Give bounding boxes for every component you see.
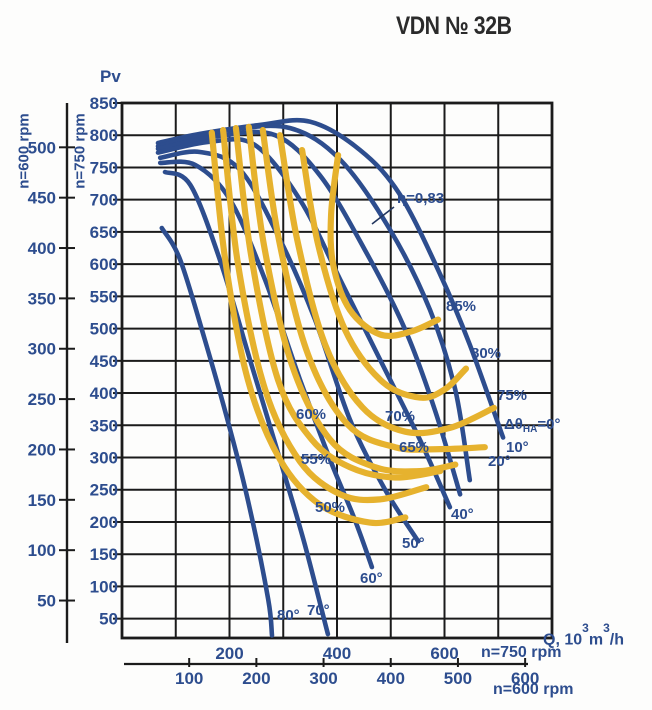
q-unit-sup: 3 xyxy=(603,621,610,635)
q-unit-part: m xyxy=(588,631,604,649)
efficiency-curve-70% xyxy=(259,127,488,453)
q750-tick-label: 200 xyxy=(215,644,243,663)
curve-label-10°: 10° xyxy=(506,439,529,456)
curve-label-40°: 40° xyxy=(451,506,474,523)
plot-border xyxy=(120,101,554,640)
efficiency-curve-65% xyxy=(245,123,459,475)
curve-label-20°: 20° xyxy=(488,453,511,470)
efficiency-curve-60% xyxy=(232,125,444,481)
page-title: VDN № 32B xyxy=(396,12,512,40)
pv750-tick-label: 550 xyxy=(90,287,118,306)
pv600-tick-label: 100 xyxy=(28,541,56,560)
efficiency-label-75%: 75% xyxy=(497,387,527,404)
pressure-curve-80° xyxy=(159,225,275,638)
efficiency-label-85%: 85% xyxy=(446,298,476,315)
q600-tick-label: 500 xyxy=(444,669,472,688)
pv750-tick-label: 450 xyxy=(90,352,118,371)
efficiency-curve-50% xyxy=(208,129,409,527)
x-axis-scale-name-n750: n=750 rpm xyxy=(481,644,562,661)
pv750-tick-label: 650 xyxy=(90,223,118,242)
efficiency-label-60%: 60% xyxy=(296,406,326,423)
curve-label-80°: 80° xyxy=(277,607,300,624)
pv600-tick-label: 250 xyxy=(28,390,56,409)
curve-label-50°: 50° xyxy=(402,535,425,552)
pv750-tick-label: 50 xyxy=(99,610,118,629)
efficiency-label-65%: 65% xyxy=(399,439,429,456)
pv750-tick-label: 750 xyxy=(90,158,118,177)
pv750-tick-label: 800 xyxy=(90,126,118,145)
curve-label-0deg: ΔθHA=0° xyxy=(504,416,560,435)
pressure-curve-70° xyxy=(162,169,331,637)
pv600-tick-label: 450 xyxy=(28,189,56,208)
efficiency-label-80%: 80% xyxy=(471,345,501,362)
q600-tick-label: 100 xyxy=(175,669,203,688)
q600-tick-label: 600 xyxy=(511,669,539,688)
pv600-tick-label: 150 xyxy=(28,491,56,510)
best-efficiency-pointer xyxy=(371,206,395,225)
efficiency-label-55%: 55% xyxy=(301,451,331,468)
q-unit-sup: 3 xyxy=(582,621,589,635)
x-axis-unit-label: Q, 103m3/h xyxy=(543,621,624,649)
curve-label-70°: 70° xyxy=(307,602,330,619)
pv750-tick-label: 100 xyxy=(90,577,118,596)
q750-tick-label: 400 xyxy=(323,644,351,663)
q600-tick-label: 200 xyxy=(242,669,270,688)
efficiency-label-50%: 50% xyxy=(315,499,345,516)
pv750-tick-label: 350 xyxy=(90,416,118,435)
pv750-tick-label: 850 xyxy=(90,94,118,113)
pv750-tick-label: 700 xyxy=(90,191,118,210)
pv750-tick-label: 250 xyxy=(90,481,118,500)
pv750-tick-label: 400 xyxy=(90,384,118,403)
pv750-tick-label: 600 xyxy=(90,255,118,274)
pv750-tick-label: 150 xyxy=(90,545,118,564)
pv600-tick-label: 500 xyxy=(28,138,56,157)
pv750-tick-label: 500 xyxy=(90,320,118,339)
efficiency-curve-80% xyxy=(299,147,470,401)
efficiency-curve-85% xyxy=(327,152,442,340)
pressure-curve-10° xyxy=(155,123,473,483)
pv600-tick-label: 350 xyxy=(28,289,56,308)
efficiency-curve-75% xyxy=(276,132,497,437)
pv600-tick-label: 300 xyxy=(28,340,56,359)
efficiency-curve-55% xyxy=(220,127,430,504)
pv750-tick-label: 200 xyxy=(90,513,118,532)
q-unit-part: /h xyxy=(609,631,624,649)
efficiency-label-70%: 70% xyxy=(385,408,415,425)
q600-tick-label: 400 xyxy=(377,669,405,688)
x-axis-scale-name-n600: n=600 rpm xyxy=(493,681,574,698)
y-axis-title-pv: Pv xyxy=(100,67,121,86)
q750-tick-label: 600 xyxy=(430,644,458,663)
q-unit-part: Q, 10 xyxy=(543,631,583,649)
curve-label-60°: 60° xyxy=(360,570,383,587)
q600-tick-label: 300 xyxy=(309,669,337,688)
best-efficiency-label: η=0,83 xyxy=(397,190,444,207)
pv750-tick-label: 300 xyxy=(90,449,118,468)
pv600-tick-label: 400 xyxy=(28,239,56,258)
pv600-tick-label: 200 xyxy=(28,440,56,459)
pv600-tick-label: 50 xyxy=(37,592,56,611)
